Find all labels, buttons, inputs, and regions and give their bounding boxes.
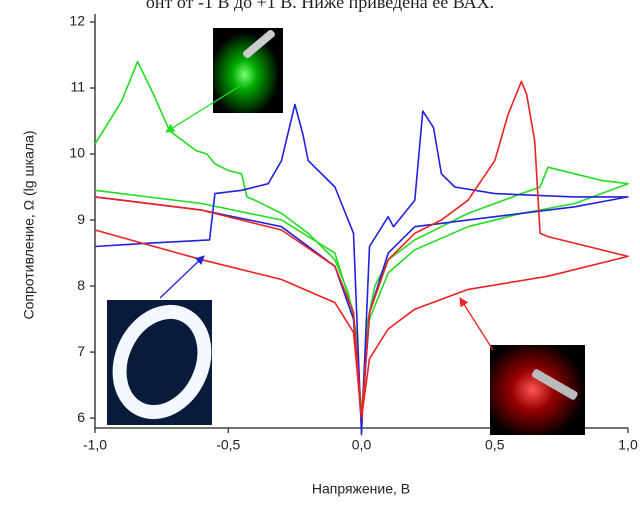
x-axis-title: Напряжение, В (312, 481, 410, 497)
laser-body (243, 29, 275, 59)
arrow (165, 85, 241, 133)
y-tick-label: 7 (77, 343, 85, 359)
y-tick-label: 8 (77, 277, 85, 293)
x-tick-label: 0,5 (485, 437, 505, 453)
y-tick-label: 11 (70, 79, 85, 95)
header-text: онт от -1 В до +1 В. Ниже приведена ее В… (146, 0, 494, 12)
y-tick-label: 9 (77, 211, 85, 227)
arrow (159, 255, 205, 299)
y-tick-label: 6 (77, 409, 85, 425)
x-tick-label: -0,5 (216, 437, 240, 453)
arrow (459, 297, 494, 351)
y-axis-title: Сопротивление, Ω (lg шкала) (21, 130, 37, 319)
ring (112, 304, 212, 420)
laser-body (531, 369, 578, 400)
line-series (94, 60, 629, 419)
green-laser-image (213, 28, 283, 113)
x-tick-label: 1,0 (618, 437, 638, 453)
x-tick-label: -1,0 (83, 437, 107, 453)
line-series (94, 80, 629, 419)
y-tick-label: 12 (69, 13, 85, 29)
y-tick-label: 10 (69, 145, 85, 161)
x-tick-label: 0,0 (352, 437, 372, 453)
illustrations (107, 28, 585, 435)
